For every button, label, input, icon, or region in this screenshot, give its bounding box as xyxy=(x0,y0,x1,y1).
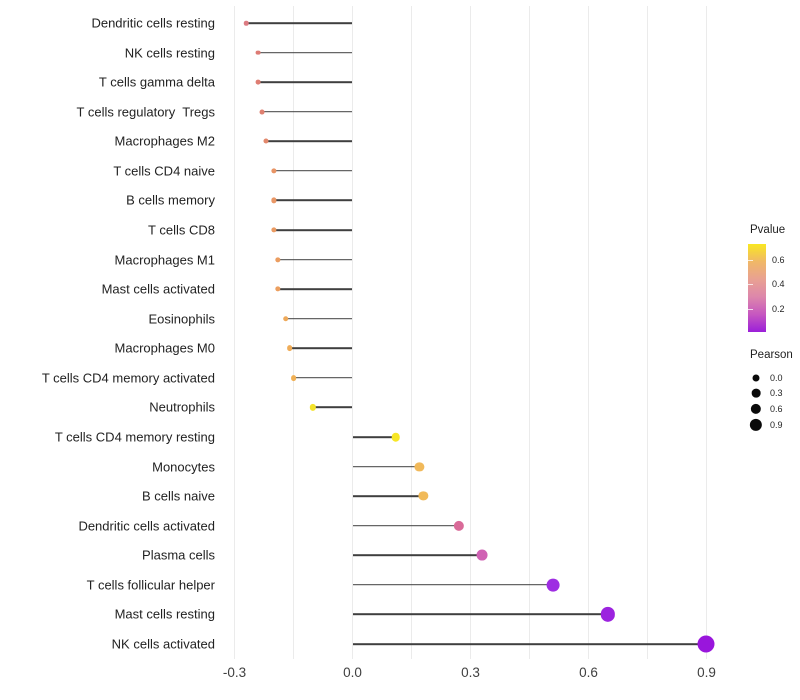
lollipop-stem xyxy=(293,377,353,379)
pvalue-colorbar-tick-mark xyxy=(748,309,753,311)
pearson-legend-title: Pearson xyxy=(750,349,793,361)
x-tick-label: 0.6 xyxy=(579,665,598,680)
y-axis-label: Macrophages M2 xyxy=(114,133,215,149)
lollipop-dot xyxy=(476,549,488,561)
lollipop-dot xyxy=(414,461,424,472)
y-axis-label: B cells memory xyxy=(126,192,215,208)
pvalue-colorbar xyxy=(748,244,766,332)
lollipop-dot xyxy=(275,286,281,292)
x-tick-label: 0.9 xyxy=(697,665,716,680)
y-axis-label: NK cells activated xyxy=(111,636,215,652)
y-axis-label: B cells naive xyxy=(142,488,215,504)
pearson-size-label: 0.6 xyxy=(770,404,783,415)
lollipop-dot xyxy=(255,79,261,85)
pvalue-tick-label: 0.4 xyxy=(772,279,785,290)
lollipop-dot xyxy=(282,315,289,322)
y-axis-label: Dendritic cells activated xyxy=(78,518,215,534)
y-axis-label: T cells follicular helper xyxy=(86,577,215,593)
lollipop-dot xyxy=(600,607,616,622)
pearson-size-dot xyxy=(750,403,762,415)
lollipop-dot xyxy=(255,50,261,55)
pvalue-colorbar-tick-mark xyxy=(748,259,753,261)
lollipop-stem xyxy=(352,643,707,645)
pvalue-tick-label: 0.2 xyxy=(772,304,785,315)
y-axis-label: T cells gamma delta xyxy=(98,74,215,90)
x-tick-label: 0.0 xyxy=(343,665,362,680)
y-axis-label: Plasma cells xyxy=(142,547,215,563)
gridline xyxy=(705,6,707,659)
y-axis-label: Neutrophils xyxy=(149,399,215,415)
lollipop-dot xyxy=(275,256,281,263)
lollipop-dot xyxy=(546,578,560,592)
y-axis-label: T cells CD8 xyxy=(148,222,215,238)
pvalue-legend-title: Pvalue xyxy=(750,224,786,236)
gridline xyxy=(587,6,589,659)
y-axis-label: NK cells resting xyxy=(124,45,215,61)
gridline xyxy=(646,6,648,659)
y-axis-label: T cells CD4 memory resting xyxy=(54,429,215,445)
lollipop-dot xyxy=(271,197,277,204)
lollipop-stem xyxy=(273,170,353,172)
lollipop-dot xyxy=(453,520,464,531)
y-axis-label: T cells CD4 memory activated xyxy=(41,370,215,386)
y-axis-label: Eosinophils xyxy=(148,311,216,327)
lollipop-stem xyxy=(352,524,459,527)
lollipop-stem xyxy=(352,554,483,557)
lollipop-stem xyxy=(277,288,353,290)
lollipop-dot xyxy=(310,404,317,411)
lollipop-stem xyxy=(285,317,353,320)
y-axis-label: Mast cells activated xyxy=(101,281,215,297)
y-axis-label: Macrophages M0 xyxy=(114,340,215,356)
x-tick-label: 0.3 xyxy=(461,665,480,680)
lollipop-stem xyxy=(258,51,353,54)
lollipop-stem xyxy=(273,229,353,231)
lollipop-dot xyxy=(259,109,265,115)
lollipop-dot xyxy=(290,374,297,381)
y-axis-label: Dendritic cells resting xyxy=(91,15,215,31)
lollipop-stem xyxy=(273,199,353,202)
pearson-size-dot xyxy=(752,374,760,381)
y-axis-label: Macrophages M1 xyxy=(114,252,215,268)
pearson-size-label: 0.3 xyxy=(770,388,783,399)
y-axis-label: Mast cells resting xyxy=(114,606,215,622)
lollipop-stem xyxy=(289,347,353,350)
gridline xyxy=(234,6,235,659)
gridline xyxy=(528,6,530,659)
lollipop-dot xyxy=(697,635,715,653)
lollipop-dot xyxy=(271,168,277,174)
pearson-size-label: 0.0 xyxy=(770,372,783,383)
pvalue-colorbar-tick-mark xyxy=(748,284,753,286)
pvalue-tick-label: 0.6 xyxy=(772,254,785,265)
gridline xyxy=(410,6,412,659)
lollipop-stem xyxy=(258,81,353,83)
lollipop-stem xyxy=(352,613,609,616)
lollipop-stem xyxy=(352,436,396,438)
lollipop-stem xyxy=(262,110,353,113)
lollipop-stem xyxy=(265,140,353,143)
gridline xyxy=(352,6,353,659)
lollipop-dot xyxy=(286,345,293,352)
lollipop-stem xyxy=(352,465,420,468)
lollipop-dot xyxy=(271,227,277,233)
lollipop-stem xyxy=(352,584,554,586)
lollipop-stem xyxy=(352,495,424,497)
y-axis-label: Monocytes xyxy=(152,459,215,475)
x-tick-label: -0.3 xyxy=(222,665,247,680)
lollipop-stem xyxy=(246,22,353,24)
lollipop-stem xyxy=(313,406,353,409)
pearson-size-dot xyxy=(749,418,763,432)
lollipop-dot xyxy=(418,491,428,501)
y-axis-label: T cells regulatory Tregs xyxy=(76,104,215,120)
lollipop-dot xyxy=(244,20,249,26)
gridline xyxy=(293,6,294,659)
lollipop-stem xyxy=(277,258,353,261)
pearson-size-label: 0.9 xyxy=(770,419,783,430)
lollipop-dot xyxy=(391,432,401,442)
pearson-size-dot xyxy=(751,388,761,398)
y-axis-label: T cells CD4 naive xyxy=(113,163,215,179)
lollipop-dot xyxy=(263,138,269,144)
gridline xyxy=(469,6,471,659)
